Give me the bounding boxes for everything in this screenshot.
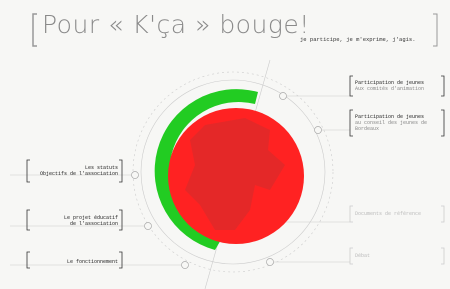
menu-title: Le fonctionnement [67, 259, 118, 265]
tagline: je participe, je m'exprime, j'agis. [300, 36, 416, 43]
menu-item[interactable]: Participation de jeunes Aux comités d'an… [355, 80, 424, 92]
site-title: Pour « K'ça » bouge! [42, 10, 310, 39]
menu-item[interactable]: Le projet éducatif de l'association [64, 215, 118, 227]
menu-title: Débat [355, 253, 370, 259]
menu-item[interactable]: Débat [355, 253, 370, 259]
menu-subtitle: Objectifs de l'association [40, 171, 118, 177]
menu-subtitle: au conseil des jeunes de Bordeaux [355, 120, 439, 132]
menu-subtitle: de l'association [64, 221, 118, 227]
menu-item[interactable]: Documents de référence [355, 211, 421, 217]
menu-item[interactable]: Les statuts Objectifs de l'association [40, 165, 118, 177]
page: Pour « K'ça » bouge! je participe, je m'… [0, 0, 450, 289]
menu-item[interactable]: Le fonctionnement [67, 259, 118, 265]
menu-subtitle: Aux comités d'animation [355, 86, 424, 92]
menu-item[interactable]: Participation de jeunes au conseil des j… [355, 114, 439, 132]
decoration [0, 0, 450, 289]
menu-title: Documents de référence [355, 211, 421, 217]
